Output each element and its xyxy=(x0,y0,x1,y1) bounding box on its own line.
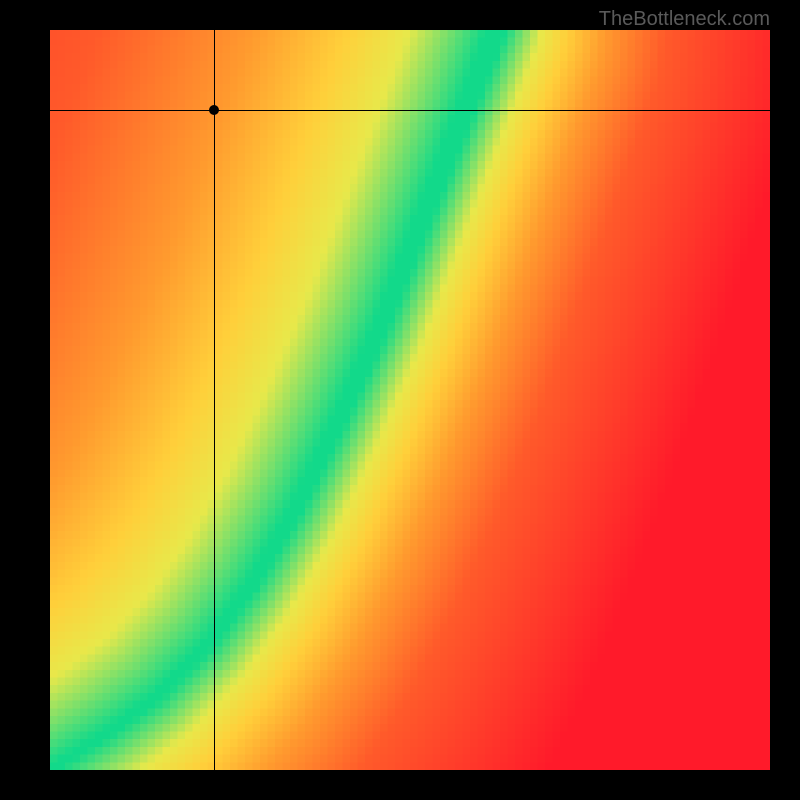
crosshair-horizontal xyxy=(50,110,770,111)
watermark-text: TheBottleneck.com xyxy=(599,8,770,31)
crosshair-marker xyxy=(209,105,219,115)
crosshair-vertical xyxy=(214,30,215,770)
heatmap-canvas xyxy=(50,30,770,770)
heatmap-plot xyxy=(50,30,770,770)
